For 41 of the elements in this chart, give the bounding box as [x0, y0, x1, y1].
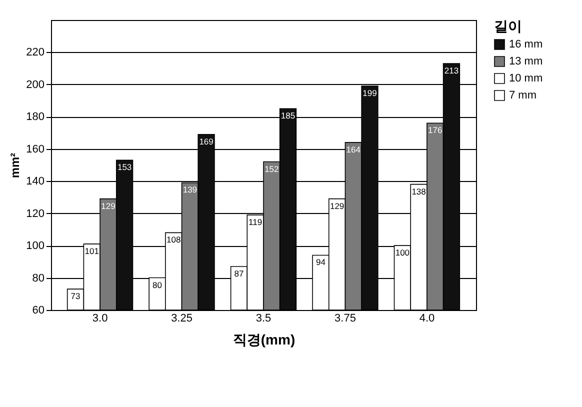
y-tick-label: 160	[26, 143, 44, 156]
x-tick-label: 4.0	[419, 312, 435, 324]
x-tick-label: 3.75	[334, 312, 356, 324]
data-label: 199	[362, 88, 378, 98]
y-tick-label: 220	[26, 46, 44, 59]
legend-label: 7 mm	[509, 90, 536, 102]
y-tick-label: 200	[26, 78, 44, 91]
x-tick-label: 3.5	[256, 312, 272, 324]
legend-label: 16 mm	[509, 38, 543, 50]
data-label: 213	[444, 66, 459, 76]
data-label: 152	[264, 164, 280, 174]
y-tick-label: 60	[32, 304, 44, 316]
legend-title: 길이	[494, 18, 522, 34]
y-tick-label: 120	[26, 208, 44, 220]
legend-label: 10 mm	[509, 72, 543, 84]
data-label: 164	[346, 144, 361, 154]
legend-label: 13 mm	[509, 56, 543, 68]
data-label: 73	[70, 291, 81, 302]
data-label: 119	[248, 216, 262, 227]
data-label: 169	[199, 136, 214, 146]
y-tick-label: 80	[32, 272, 44, 284]
y-tick-label: 140	[26, 176, 44, 188]
y-tick-label: 180	[26, 111, 44, 124]
data-label: 80	[152, 280, 162, 290]
data-label: 138	[412, 186, 426, 196]
data-label: 108	[166, 234, 181, 245]
y-axis-title: mm²	[8, 152, 22, 178]
data-label: 87	[234, 268, 244, 278]
data-label: 100	[395, 248, 410, 258]
data-label: 185	[280, 110, 296, 121]
data-label: 129	[330, 200, 344, 211]
data-label: 129	[101, 200, 116, 211]
data-label: 153	[117, 162, 132, 172]
y-tick-label: 100	[26, 240, 44, 252]
data-label: 176	[428, 125, 442, 136]
x-tick-label: 3.25	[171, 312, 192, 324]
x-tick-label: 3.0	[92, 312, 108, 324]
data-label: 101	[84, 246, 100, 256]
data-label: 94	[316, 257, 326, 268]
x-axis-title: 직경(mm)	[232, 332, 296, 348]
data-label: 139	[182, 184, 198, 195]
